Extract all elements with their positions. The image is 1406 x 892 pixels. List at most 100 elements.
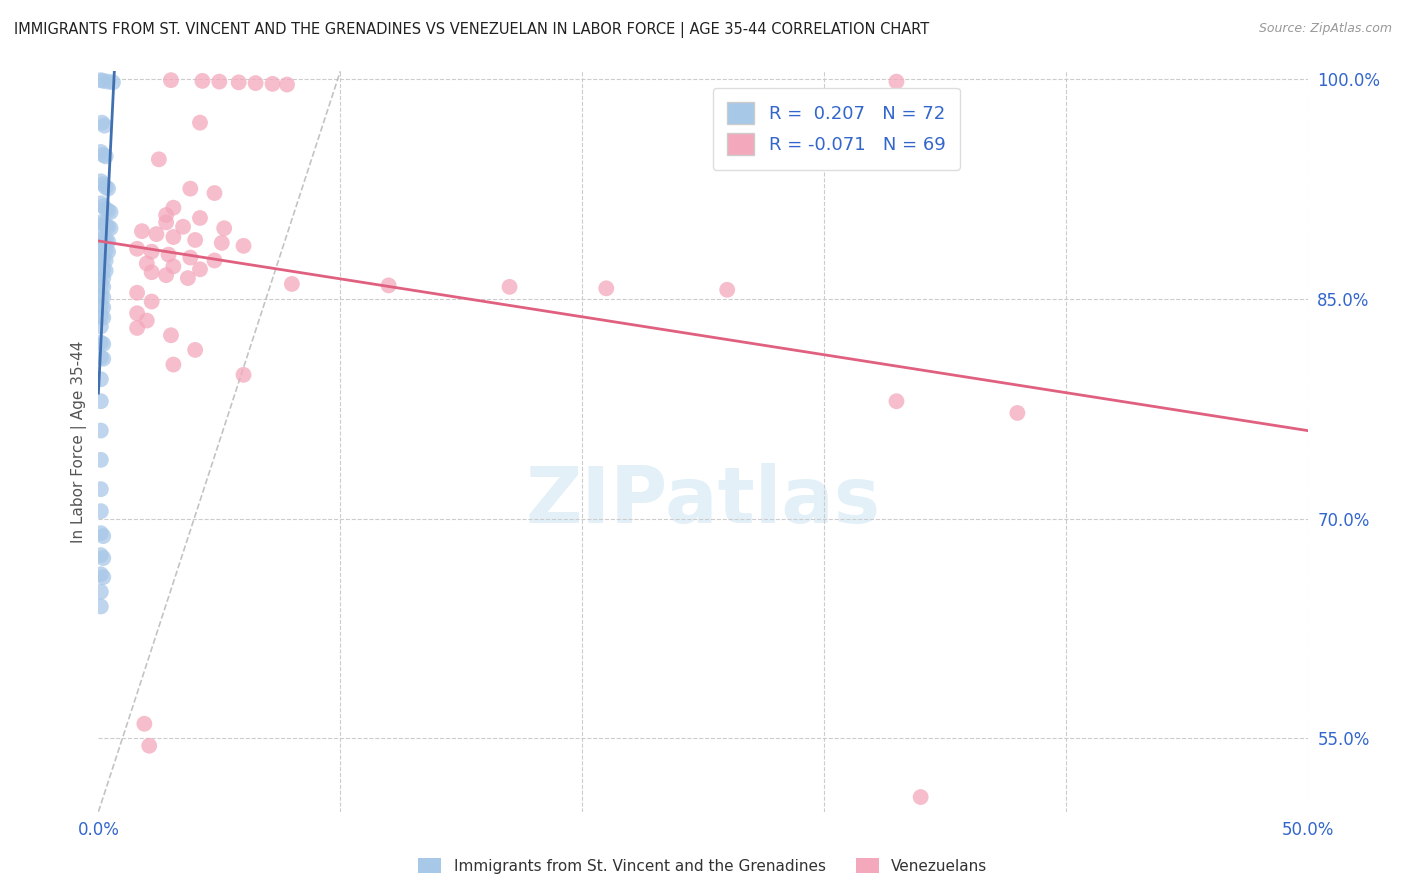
- Point: [91, 529, 114, 543]
- Point: [90, 145, 112, 159]
- Point: [90, 394, 112, 409]
- Point: [94, 264, 117, 278]
- Point: [90, 240, 112, 254]
- Point: [184, 343, 207, 357]
- Point: [91, 262, 114, 277]
- Point: [94, 219, 117, 233]
- Point: [141, 294, 163, 309]
- Point: [141, 244, 163, 259]
- Point: [131, 224, 153, 238]
- Point: [204, 186, 226, 200]
- Point: [188, 116, 211, 130]
- Point: [179, 251, 201, 265]
- Y-axis label: In Labor Force | Age 35-44: In Labor Force | Age 35-44: [72, 341, 87, 542]
- Point: [94, 180, 117, 194]
- Point: [90, 424, 112, 438]
- Point: [188, 211, 211, 225]
- Point: [157, 247, 180, 261]
- Point: [716, 283, 738, 297]
- Point: [177, 271, 200, 285]
- Point: [90, 335, 112, 350]
- Point: [90, 453, 112, 467]
- Point: [245, 76, 267, 90]
- Point: [90, 269, 112, 284]
- Point: [91, 242, 114, 256]
- Point: [90, 526, 112, 541]
- Point: [97, 203, 120, 218]
- Point: [97, 75, 120, 89]
- Point: [90, 174, 112, 188]
- Point: [90, 504, 112, 518]
- Point: [135, 313, 157, 327]
- Point: [90, 73, 112, 87]
- Point: [127, 242, 149, 256]
- Point: [188, 262, 211, 277]
- Point: [281, 277, 304, 291]
- Point: [134, 716, 156, 731]
- Point: [228, 75, 250, 89]
- Point: [276, 78, 298, 92]
- Point: [910, 790, 932, 805]
- Text: Source: ZipAtlas.com: Source: ZipAtlas.com: [1258, 22, 1392, 36]
- Point: [91, 116, 114, 130]
- Point: [155, 208, 177, 222]
- Point: [90, 299, 112, 313]
- Point: [377, 278, 399, 293]
- Legend: R =  0.207   N = 72, R = -0.071   N = 69: R = 0.207 N = 72, R = -0.071 N = 69: [713, 87, 960, 169]
- Point: [90, 350, 112, 364]
- Point: [94, 233, 117, 247]
- Point: [208, 75, 231, 89]
- Point: [155, 268, 177, 282]
- Point: [91, 351, 114, 366]
- Legend: Immigrants from St. Vincent and the Grenadines, Venezuelans: Immigrants from St. Vincent and the Gren…: [412, 852, 994, 880]
- Point: [211, 235, 233, 250]
- Point: [127, 306, 149, 320]
- Point: [91, 280, 114, 294]
- Point: [93, 119, 115, 133]
- Point: [138, 739, 160, 753]
- Point: [101, 75, 124, 89]
- Point: [595, 281, 617, 295]
- Point: [212, 221, 235, 235]
- Point: [90, 599, 112, 614]
- Point: [127, 321, 149, 335]
- Point: [91, 178, 114, 192]
- Point: [262, 77, 284, 91]
- Text: ZIPatlas: ZIPatlas: [526, 463, 880, 539]
- Point: [141, 265, 163, 279]
- Point: [91, 231, 114, 245]
- Point: [204, 253, 226, 268]
- Point: [94, 253, 117, 268]
- Point: [97, 181, 120, 195]
- Point: [91, 290, 114, 304]
- Point: [94, 149, 117, 163]
- Point: [127, 285, 149, 300]
- Point: [162, 260, 184, 274]
- Point: [91, 310, 114, 325]
- Point: [886, 394, 908, 409]
- Point: [160, 73, 183, 87]
- Point: [97, 219, 120, 234]
- Point: [191, 74, 214, 88]
- Point: [155, 215, 177, 229]
- Point: [91, 551, 114, 566]
- Point: [162, 358, 184, 372]
- Point: [498, 280, 520, 294]
- Point: [90, 319, 112, 334]
- Point: [90, 372, 112, 386]
- Point: [90, 260, 112, 275]
- Point: [91, 217, 114, 231]
- Point: [100, 221, 122, 235]
- Point: [94, 244, 117, 258]
- Text: IMMIGRANTS FROM ST. VINCENT AND THE GRENADINES VS VENEZUELAN IN LABOR FORCE | AG: IMMIGRANTS FROM ST. VINCENT AND THE GREN…: [14, 22, 929, 38]
- Point: [172, 219, 194, 234]
- Point: [91, 570, 114, 584]
- Point: [1007, 406, 1029, 420]
- Point: [90, 309, 112, 323]
- Point: [179, 181, 201, 195]
- Point: [135, 256, 157, 270]
- Point: [91, 148, 114, 162]
- Point: [162, 201, 184, 215]
- Point: [91, 337, 114, 351]
- Point: [162, 230, 184, 244]
